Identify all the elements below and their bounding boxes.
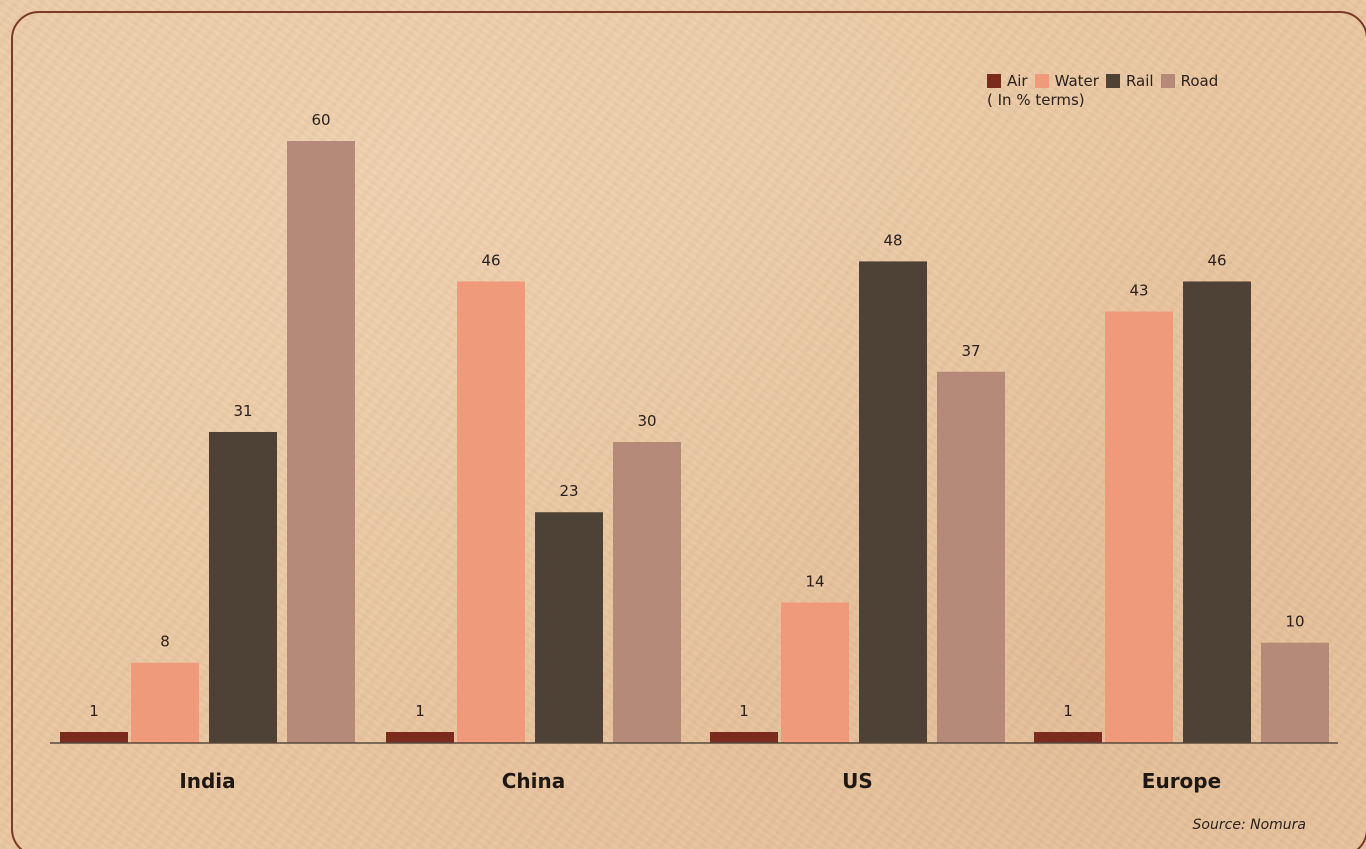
source-note: Source: Nomura bbox=[1192, 817, 1306, 833]
bar-europe-rail bbox=[1183, 281, 1251, 743]
value-label-us-road: 37 bbox=[961, 342, 980, 360]
legend-swatch-rail bbox=[1105, 74, 1120, 88]
bar-us-water bbox=[781, 602, 849, 743]
legend-swatch-road bbox=[1160, 74, 1175, 88]
legend-label-air: Air bbox=[1007, 72, 1028, 90]
category-label-india: India bbox=[179, 769, 235, 793]
bar-europe-water bbox=[1105, 311, 1173, 743]
legend-swatch-water bbox=[1034, 74, 1049, 88]
chart-frame bbox=[11, 11, 1366, 849]
value-label-india-water: 8 bbox=[160, 633, 170, 651]
value-label-india-air: 1 bbox=[89, 702, 99, 720]
bar-india-road bbox=[287, 141, 355, 743]
value-label-europe-water: 43 bbox=[1129, 282, 1148, 300]
value-label-us-air: 1 bbox=[739, 702, 749, 720]
legend-label-road: Road bbox=[1180, 72, 1219, 90]
category-label-europe: Europe bbox=[1142, 769, 1221, 793]
value-label-india-rail: 31 bbox=[233, 402, 252, 420]
value-label-china-rail: 23 bbox=[559, 482, 578, 500]
bar-europe-road bbox=[1261, 642, 1329, 743]
category-label-china: China bbox=[502, 769, 566, 793]
value-label-china-air: 1 bbox=[415, 702, 425, 720]
bar-china-air bbox=[386, 732, 454, 743]
legend-item-road: Road bbox=[1160, 72, 1219, 90]
bar-us-road bbox=[937, 371, 1005, 743]
bar-china-water bbox=[457, 281, 525, 743]
bar-china-road bbox=[613, 442, 681, 743]
value-label-india-road: 60 bbox=[311, 111, 330, 129]
legend: Air Water Rail Road ( In % terms) bbox=[987, 71, 1225, 109]
legend-swatch-air bbox=[987, 74, 1001, 88]
value-label-europe-air: 1 bbox=[1063, 702, 1073, 720]
bar-us-rail bbox=[859, 261, 927, 743]
bar-india-air bbox=[60, 732, 128, 743]
bars-layer bbox=[60, 141, 1329, 743]
bar-india-rail bbox=[209, 431, 277, 743]
legend-item-air: Air bbox=[987, 72, 1028, 90]
legend-item-water: Water bbox=[1034, 72, 1099, 90]
category-labels-layer: India China US Europe bbox=[179, 769, 1221, 793]
value-label-europe-road: 10 bbox=[1285, 613, 1304, 631]
bar-us-air bbox=[710, 732, 778, 743]
bar-china-rail bbox=[535, 512, 603, 743]
value-label-europe-rail: 46 bbox=[1207, 251, 1226, 269]
legend-row: Air Water Rail Road bbox=[987, 71, 1225, 91]
bar-europe-air bbox=[1034, 732, 1102, 743]
value-label-us-water: 14 bbox=[805, 573, 824, 591]
bar-india-water bbox=[131, 662, 199, 743]
value-labels-layer: 1 8 31 60 1 46 23 30 1 14 48 37 1 43 46 10 bbox=[89, 111, 1304, 720]
legend-item-rail: Rail bbox=[1105, 72, 1154, 90]
category-label-us: US bbox=[842, 769, 873, 793]
value-label-china-water: 46 bbox=[481, 251, 500, 269]
value-label-china-road: 30 bbox=[637, 412, 656, 430]
legend-label-water: Water bbox=[1054, 72, 1099, 90]
legend-label-rail: Rail bbox=[1125, 72, 1154, 90]
unit-note: ( In % terms) bbox=[987, 91, 1085, 109]
value-label-us-rail: 48 bbox=[883, 231, 902, 249]
